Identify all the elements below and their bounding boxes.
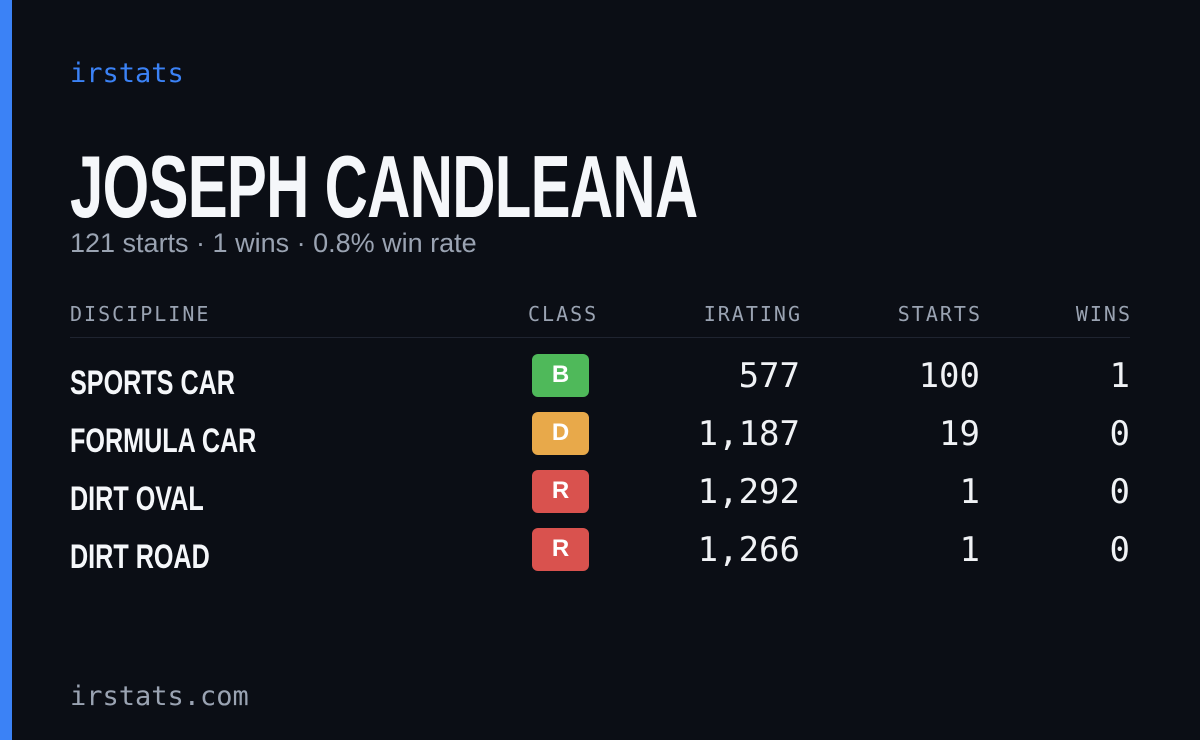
discipline: FORMULA CAR	[70, 422, 257, 460]
irating: 577	[738, 356, 800, 396]
class-badge: R	[532, 470, 589, 513]
player-name: JOSEPH CANDLEANA	[70, 137, 698, 236]
starts: 1	[959, 472, 980, 512]
wins: 0	[1109, 472, 1130, 512]
wins: 1	[1109, 356, 1130, 396]
class-badge: B	[532, 354, 589, 397]
starts: 19	[939, 414, 980, 454]
wins: 0	[1109, 530, 1130, 570]
column-header: STARTS	[897, 302, 982, 326]
brand: irstats	[70, 58, 184, 89]
discipline: SPORTS CAR	[70, 364, 235, 402]
starts: 1	[959, 530, 980, 570]
summary: 121 starts · 1 wins · 0.8% win rate	[70, 228, 477, 258]
starts: 100	[918, 356, 980, 396]
discipline: DIRT ROAD	[70, 538, 210, 576]
class-badge: D	[532, 412, 589, 455]
column-header: WINS	[1075, 302, 1132, 326]
column-header: IRATING	[703, 302, 802, 326]
class-badge: R	[532, 528, 589, 571]
header-rule	[70, 337, 1130, 338]
irating: 1,266	[697, 530, 800, 570]
column-header: CLASS	[528, 302, 599, 326]
footer-url: irstats.com	[70, 681, 249, 712]
column-header: DISCIPLINE	[70, 302, 211, 326]
irating: 1,187	[697, 414, 800, 454]
accent-stripe	[0, 0, 12, 740]
wins: 0	[1109, 414, 1130, 454]
discipline: DIRT OVAL	[70, 480, 204, 518]
irating: 1,292	[697, 472, 800, 512]
